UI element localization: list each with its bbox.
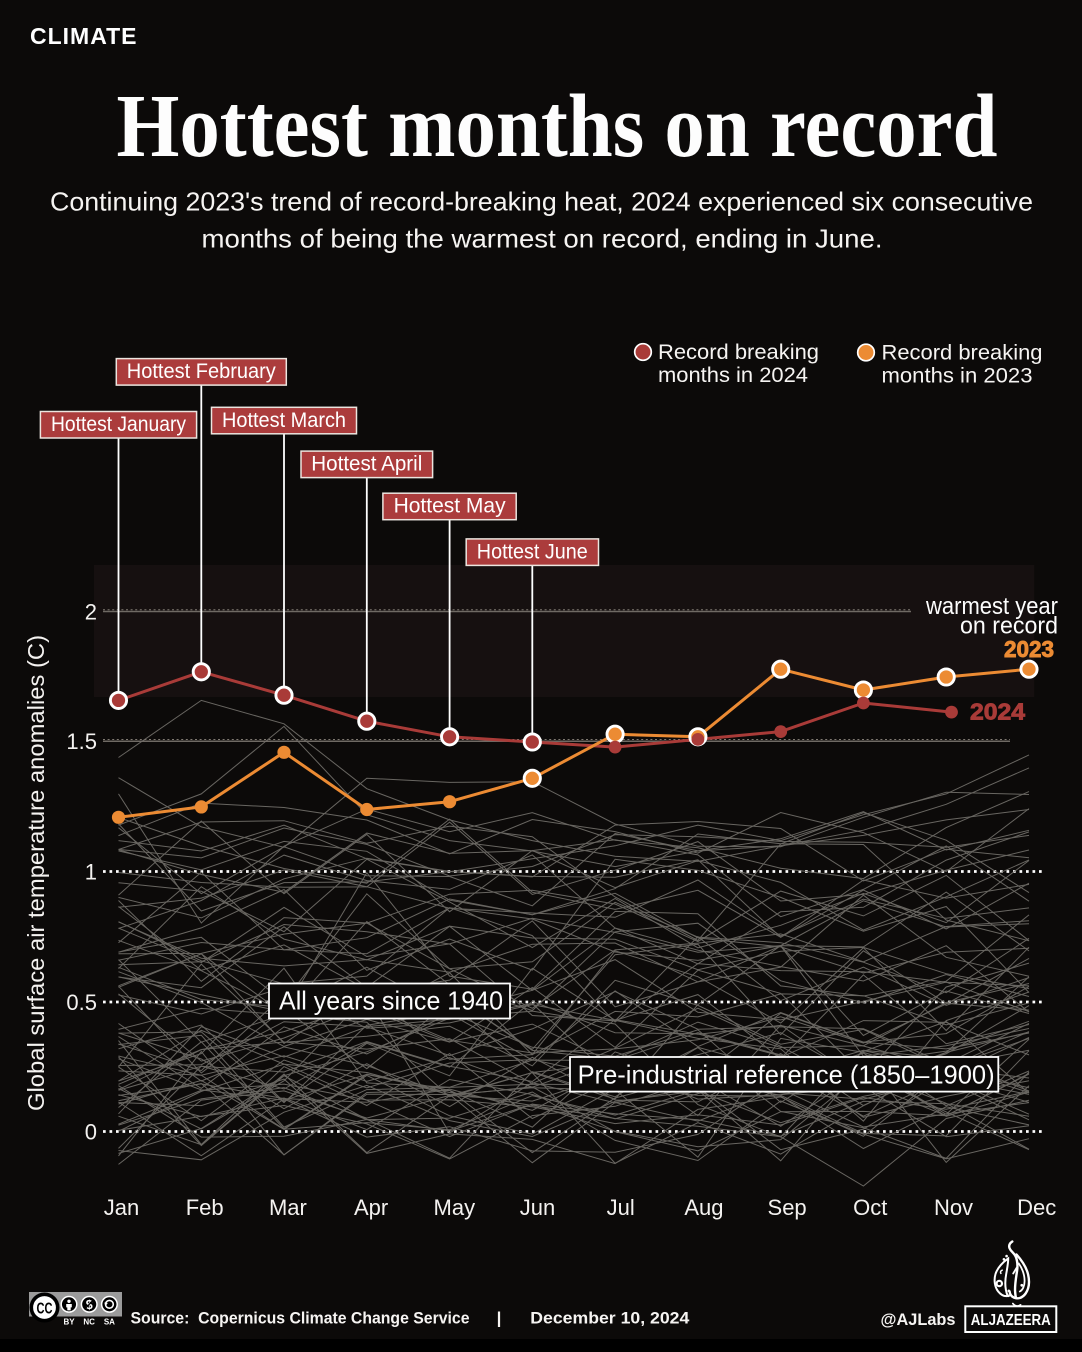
svg-text:May: May [434, 1195, 476, 1220]
svg-text:Hottest May: Hottest May [394, 494, 506, 518]
svg-text:months in 2023: months in 2023 [882, 364, 1033, 388]
svg-text:2023: 2023 [1004, 636, 1054, 662]
svg-text:Jul: Jul [607, 1195, 635, 1220]
svg-text:1.5: 1.5 [66, 729, 97, 754]
svg-text:Feb: Feb [186, 1195, 224, 1220]
svg-text:Record breaking: Record breaking [882, 341, 1043, 365]
svg-text:@AJLabs: @AJLabs [881, 1310, 956, 1329]
svg-text:Mar: Mar [269, 1195, 307, 1220]
svg-text:All years since 1940: All years since 1940 [279, 986, 503, 1016]
svg-text:Hottest June: Hottest June [477, 539, 588, 563]
svg-text:Hottest February: Hottest February [127, 359, 276, 383]
svg-text:ALJAZEERA: ALJAZEERA [971, 1312, 1051, 1329]
svg-text:Nov: Nov [934, 1195, 973, 1220]
svg-text:Hottest January: Hottest January [51, 412, 186, 436]
svg-text:1: 1 [85, 860, 97, 885]
svg-text:CC: CC [37, 1301, 53, 1318]
svg-text:Hottest March: Hottest March [222, 408, 346, 432]
svg-text:Dec: Dec [1017, 1195, 1056, 1220]
svg-text:Record breaking: Record breaking [658, 340, 819, 364]
svg-text:Jan: Jan [104, 1195, 139, 1220]
svg-text:Oct: Oct [853, 1195, 887, 1220]
svg-text:Jun: Jun [520, 1195, 555, 1220]
svg-text:on record: on record [960, 613, 1058, 640]
svg-text:|: | [497, 1309, 502, 1328]
svg-text:2024: 2024 [970, 699, 1025, 725]
svg-text:Sep: Sep [768, 1195, 807, 1220]
svg-text:SA: SA [104, 1318, 115, 1327]
svg-text:Aug: Aug [684, 1195, 723, 1220]
svg-text:0.5: 0.5 [66, 990, 97, 1015]
svg-text:CLIMATE: CLIMATE [30, 23, 138, 49]
svg-text:NC: NC [83, 1318, 95, 1327]
svg-text:Hottest months on record: Hottest months on record [117, 77, 998, 176]
svg-text:Global surface air temperature: Global surface air temperature anomalies… [23, 635, 49, 1111]
svg-text:Source: Copernicus Climate Ch: Source: Copernicus Climate Change Servic… [131, 1309, 470, 1328]
svg-text:Apr: Apr [354, 1195, 388, 1220]
svg-text:warmest year: warmest year [925, 593, 1058, 620]
svg-text:0: 0 [85, 1120, 97, 1145]
svg-text:2: 2 [85, 600, 97, 625]
svg-text:months of being the warmest on: months of being the warmest on record, e… [202, 224, 883, 254]
svg-text:months in 2024: months in 2024 [658, 363, 808, 387]
svg-text:Pre-industrial reference (1850: Pre-industrial reference (1850–1900) [578, 1059, 995, 1089]
svg-text:BY: BY [63, 1318, 75, 1327]
svg-text:Hottest April: Hottest April [311, 452, 422, 476]
svg-text:December 10, 2024: December 10, 2024 [530, 1309, 690, 1328]
svg-text:Continuing 2023's trend of rec: Continuing 2023's trend of record-breaki… [50, 187, 1033, 217]
